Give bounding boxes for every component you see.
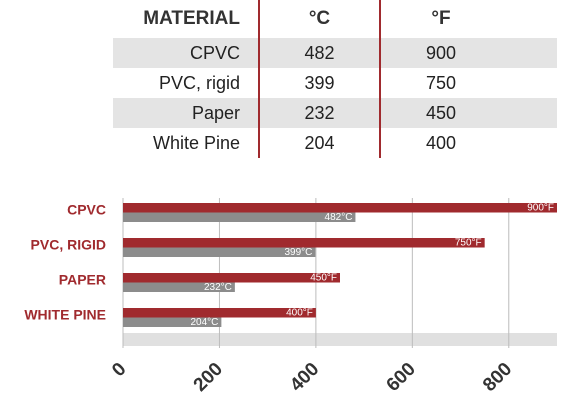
cell-material: White Pine xyxy=(152,132,240,153)
category-label: WHITE PINE xyxy=(24,307,106,323)
fahrenheit-data-label: 750°F xyxy=(455,238,482,249)
cell-fahrenheit: 400 xyxy=(379,128,501,158)
celsius-data-label: 399°C xyxy=(285,247,313,258)
cell-spacer xyxy=(501,38,557,68)
table-header-row: MATERIAL °C °F xyxy=(113,0,557,38)
chart-x-axis: 0 200 400 600 800 xyxy=(108,359,516,396)
chart-labels: CPVC 900°F 482°C PVC, RIGID 750°F 399°C PAPER 4… xyxy=(24,202,554,329)
cell-spacer xyxy=(501,98,557,128)
cell-celsius: 204 xyxy=(258,128,380,158)
x-tick-label: 0 xyxy=(108,359,130,381)
celsius-bar xyxy=(123,212,356,222)
celsius-data-label: 232°C xyxy=(204,282,232,293)
chart-bars xyxy=(123,203,557,327)
x-tick-label: 200 xyxy=(190,359,227,396)
x-tick-label: 600 xyxy=(383,359,420,396)
fahrenheit-bar xyxy=(123,238,485,248)
ignition-temperature-table: MATERIAL °C °F CPVC 482 900 PVC, rigid 3… xyxy=(113,0,557,158)
celsius-bar xyxy=(123,282,235,292)
cell-fahrenheit: 450 xyxy=(379,98,501,128)
x-tick-label: 800 xyxy=(479,359,516,396)
celsius-data-label: 204°C xyxy=(190,317,218,328)
fahrenheit-data-label: 400°F xyxy=(286,308,313,319)
cell-fahrenheit: 900 xyxy=(379,38,501,68)
cell-celsius: 232 xyxy=(258,98,380,128)
cell-celsius: 399 xyxy=(258,68,380,98)
table-row: CPVC 482 900 xyxy=(113,38,557,68)
x-tick-label: 400 xyxy=(286,359,323,396)
header-material: MATERIAL xyxy=(143,8,240,29)
fahrenheit-data-label: 450°F xyxy=(310,273,337,284)
celsius-bar xyxy=(123,247,316,257)
fahrenheit-bar xyxy=(123,273,340,283)
table-row: Paper 232 450 xyxy=(113,98,557,128)
table-row: PVC, rigid 399 750 xyxy=(113,68,557,98)
category-label: CPVC xyxy=(67,202,106,218)
header-celsius: °C xyxy=(258,0,380,38)
header-spacer xyxy=(501,0,557,38)
cell-material: CPVC xyxy=(113,38,259,68)
category-label: PVC, RIGID xyxy=(31,237,106,253)
category-label: PAPER xyxy=(59,272,106,288)
fahrenheit-data-label: 900°F xyxy=(527,203,554,214)
cell-material: Paper xyxy=(113,98,259,128)
cell-material: PVC, rigid xyxy=(158,72,240,93)
celsius-data-label: 482°C xyxy=(325,212,353,223)
cell-spacer xyxy=(501,68,557,98)
fahrenheit-bar xyxy=(123,203,557,213)
table-row: White Pine 204 400 xyxy=(113,128,557,158)
fahrenheit-bar xyxy=(123,308,316,318)
cell-celsius: 482 xyxy=(258,38,380,68)
celsius-bar xyxy=(123,317,222,327)
cell-spacer xyxy=(501,128,557,158)
x-axis-band xyxy=(123,333,557,346)
ignition-temperature-bar-chart: CPVC 900°F 482°C PVC, RIGID 750°F 399°C PAPER 4… xyxy=(24,198,557,396)
header-fahrenheit: °F xyxy=(379,0,501,38)
cell-fahrenheit: 750 xyxy=(379,68,501,98)
